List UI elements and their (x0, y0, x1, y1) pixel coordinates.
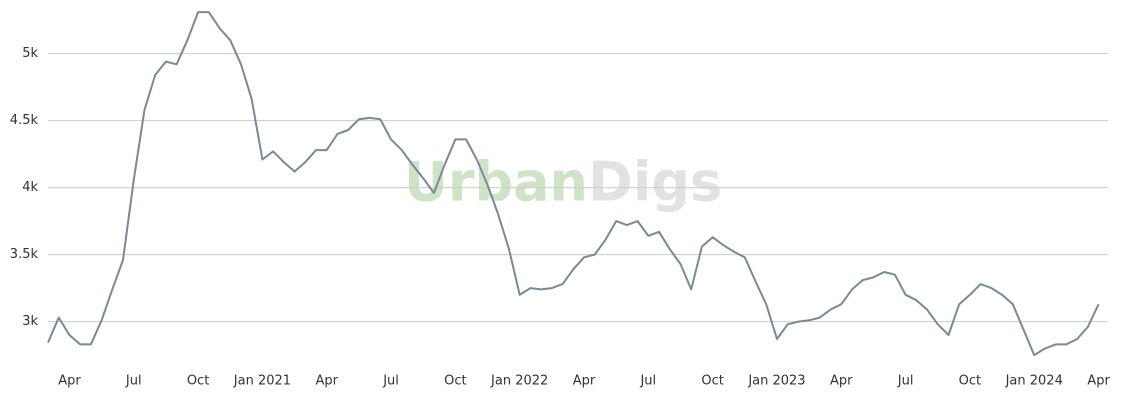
x-tick-label: Apr (315, 374, 338, 389)
y-tick-label: 3k (22, 314, 38, 329)
x-tick-label: Apr (573, 374, 596, 389)
y-tick-label: 4k (22, 180, 38, 195)
x-tick-label: Jul (639, 374, 656, 389)
y-tick-label: 3.5k (10, 247, 39, 262)
x-tick-label: Jan 2022 (490, 374, 548, 389)
x-tick-label: Jul (897, 374, 914, 389)
x-tick-label: Apr (58, 374, 81, 389)
y-tick-label: 4.5k (10, 113, 39, 128)
x-tick-label: Jan 2021 (233, 374, 291, 389)
x-tick-label: Apr (830, 374, 853, 389)
watermark-digs: Digs (588, 151, 722, 214)
x-tick-label: Oct (444, 374, 466, 389)
x-tick-label: Oct (959, 374, 981, 389)
x-tick-label: Oct (187, 374, 209, 389)
data-line (47, 11, 1100, 357)
x-tick-label: Jan 2024 (1005, 374, 1063, 389)
x-tick-label: Jul (125, 374, 142, 389)
watermark-urban: Urban (404, 151, 588, 214)
x-tick-label: Apr (1087, 374, 1110, 389)
x-tick-label: Oct (701, 374, 723, 389)
x-tick-label: Jul (382, 374, 399, 389)
y-tick-label: 5k (22, 46, 38, 61)
x-tick-label: Jan 2023 (747, 374, 805, 389)
